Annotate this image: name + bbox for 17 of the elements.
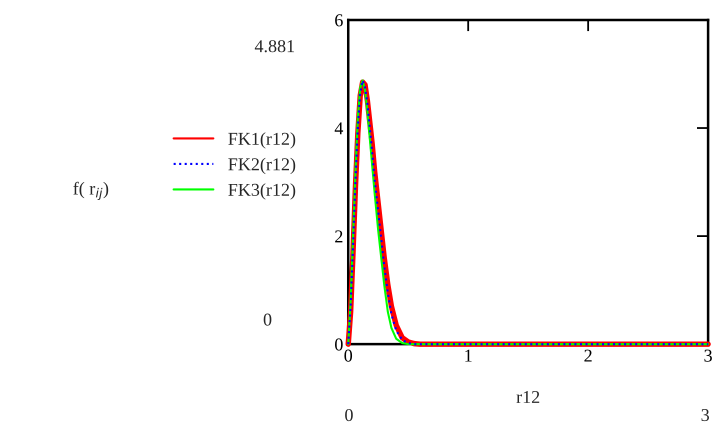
- y-tick-label: 6: [335, 14, 343, 26]
- legend-label: FK1(r12): [228, 132, 296, 149]
- x-tick-label: 3: [704, 350, 712, 362]
- x-tick-label: 2: [584, 350, 592, 362]
- y-tick-label: 4: [334, 122, 344, 134]
- x-axis-title: r12: [516, 390, 540, 403]
- y-tick-label: 0: [335, 338, 343, 351]
- text: 0: [264, 313, 272, 326]
- text: 0: [345, 408, 353, 422]
- x-tick-label: 1: [465, 350, 472, 362]
- text: f( r$_{ij}$): [73, 182, 108, 200]
- x-tick-label: 0: [344, 350, 352, 362]
- text: 3: [702, 409, 709, 422]
- legend-label: FK2(r12): [228, 158, 296, 174]
- text: 4.881: [254, 40, 294, 52]
- y-tick-label: 2: [335, 230, 342, 242]
- legend-label: FK3(r12): [228, 183, 296, 200]
